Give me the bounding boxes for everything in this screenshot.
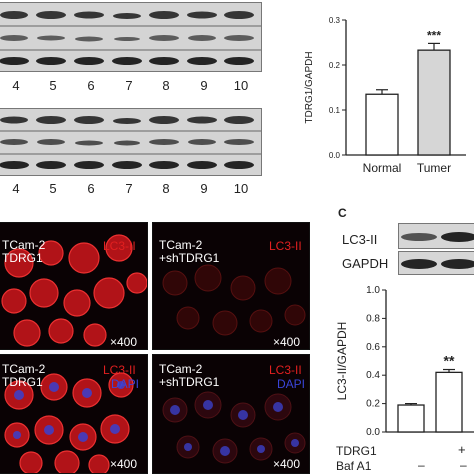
y-tick-label: 0.4 bbox=[366, 370, 380, 381]
micro-panel-top-left: TCam-2 TDRG1 LC3-II ×400 bbox=[0, 222, 148, 350]
y-tick-label: 1.0 bbox=[366, 285, 380, 296]
x-category-label: Tumer bbox=[417, 161, 451, 175]
lane-label: 6 bbox=[87, 181, 95, 196]
condition-value: – bbox=[460, 458, 467, 472]
lane-label: 10 bbox=[233, 181, 249, 196]
stain-label-dapi: DAPI bbox=[111, 377, 140, 391]
lane-label: 4 bbox=[12, 78, 20, 93]
y-tick-label: 0.0 bbox=[366, 427, 380, 438]
micro-panel-bottom-right: TCam-2 +shTDRG1 LC3-II DAPI ×400 bbox=[152, 354, 310, 474]
cells-image bbox=[162, 391, 306, 464]
micro-panel-bottom-left: TCam-2 TDRG1 LC3-II DAPI ×400 bbox=[0, 354, 148, 474]
stain-label-lc3: LC3-II bbox=[103, 239, 136, 253]
condition-value: – bbox=[418, 458, 425, 472]
y-axis-label: LC3-II/GAPDH bbox=[335, 322, 349, 401]
condition-value: + bbox=[458, 442, 466, 457]
micro-title: TCam-2 +shTDRG1 bbox=[159, 362, 220, 389]
lane-label: 5 bbox=[49, 181, 57, 196]
bar-chart-tdrg1: 0.0 0.1 0.2 0.3 TDRG1/GAPDH Normal *** Tumer bbox=[304, 16, 466, 175]
magnification-label: ×400 bbox=[273, 335, 301, 349]
y-tick-label: 0.2 bbox=[329, 61, 341, 70]
y-tick-label: 0.1 bbox=[329, 106, 341, 115]
western-blot-c-gapdh bbox=[398, 251, 474, 275]
cells-image bbox=[162, 264, 306, 336]
stain-label-lc3: LC3-II bbox=[269, 239, 302, 253]
lane-label: 6 bbox=[87, 78, 95, 93]
x-category-label: Normal bbox=[363, 161, 402, 175]
micro-title: TCam-2 +shTDRG1 bbox=[159, 238, 220, 265]
bar bbox=[365, 93, 399, 156]
condition-label-bafa1: Baf A1 bbox=[336, 459, 372, 473]
western-blot-c-lc3 bbox=[398, 223, 474, 249]
blot-bands-bottom bbox=[0, 109, 261, 175]
blot-label-gapdh: GAPDH bbox=[342, 256, 389, 271]
micro-title: TCam-2 TDRG1 bbox=[2, 362, 46, 389]
y-tick-label: 0.3 bbox=[329, 16, 341, 25]
bar-chart-lc3: 0.0 0.2 0.4 0.6 0.8 1.0 LC3-II/GAPDH ** bbox=[335, 285, 474, 438]
lane-label: 7 bbox=[125, 78, 133, 93]
stain-label-lc3: LC3-II bbox=[103, 363, 136, 377]
cells-image bbox=[4, 372, 134, 473]
panel-letter-c: C bbox=[338, 206, 347, 220]
y-tick-label: 0.6 bbox=[366, 342, 380, 353]
y-axis-label: TDRG1/GAPDH bbox=[304, 51, 315, 123]
bar bbox=[417, 49, 451, 156]
magnification-label: ×400 bbox=[110, 335, 138, 349]
condition-label-tdrg1: TDRG1 bbox=[336, 444, 377, 458]
micro-title: TCam-2 TDRG1 bbox=[2, 238, 46, 265]
western-blot-bottom bbox=[0, 108, 262, 176]
lane-label: 8 bbox=[162, 78, 170, 93]
significance-label: ** bbox=[444, 353, 455, 369]
y-tick-label: 0.2 bbox=[366, 399, 380, 410]
magnification-label: ×400 bbox=[273, 457, 301, 471]
y-tick-label: 0.8 bbox=[366, 313, 380, 324]
magnification-label: ×400 bbox=[110, 457, 138, 471]
blot-bands-gapdh bbox=[399, 252, 474, 274]
lane-label: 9 bbox=[200, 78, 208, 93]
micro-panel-top-right: TCam-2 +shTDRG1 LC3-II ×400 bbox=[152, 222, 310, 350]
lane-label: 9 bbox=[200, 181, 208, 196]
blot-bands-top bbox=[0, 3, 261, 71]
lane-label: 5 bbox=[49, 78, 57, 93]
lane-label: 10 bbox=[233, 78, 249, 93]
western-blot-top bbox=[0, 2, 262, 72]
lane-label: 4 bbox=[12, 181, 20, 196]
lane-label: 7 bbox=[125, 181, 133, 196]
blot-label-lc3: LC3-II bbox=[342, 232, 378, 247]
lane-label: 8 bbox=[162, 181, 170, 196]
bar bbox=[435, 371, 463, 433]
cells-image bbox=[1, 234, 147, 347]
bar bbox=[397, 404, 425, 433]
y-tick-label: 0.0 bbox=[329, 151, 341, 160]
stain-label-lc3: LC3-II bbox=[269, 363, 302, 377]
significance-label: *** bbox=[427, 28, 441, 42]
stain-label-dapi: DAPI bbox=[277, 377, 306, 391]
blot-bands-lc3 bbox=[399, 224, 474, 248]
